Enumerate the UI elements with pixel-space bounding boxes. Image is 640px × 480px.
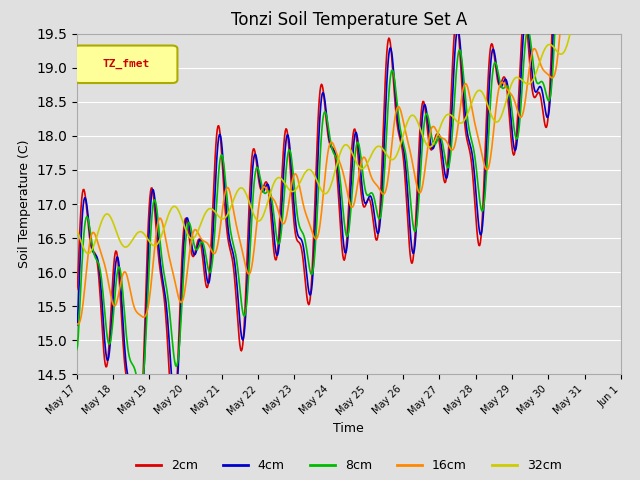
FancyBboxPatch shape <box>74 46 177 83</box>
X-axis label: Time: Time <box>333 422 364 435</box>
Title: Tonzi Soil Temperature Set A: Tonzi Soil Temperature Set A <box>230 11 467 29</box>
Legend: 2cm, 4cm, 8cm, 16cm, 32cm: 2cm, 4cm, 8cm, 16cm, 32cm <box>131 454 567 477</box>
Text: TZ_fmet: TZ_fmet <box>102 59 149 70</box>
Y-axis label: Soil Temperature (C): Soil Temperature (C) <box>18 140 31 268</box>
